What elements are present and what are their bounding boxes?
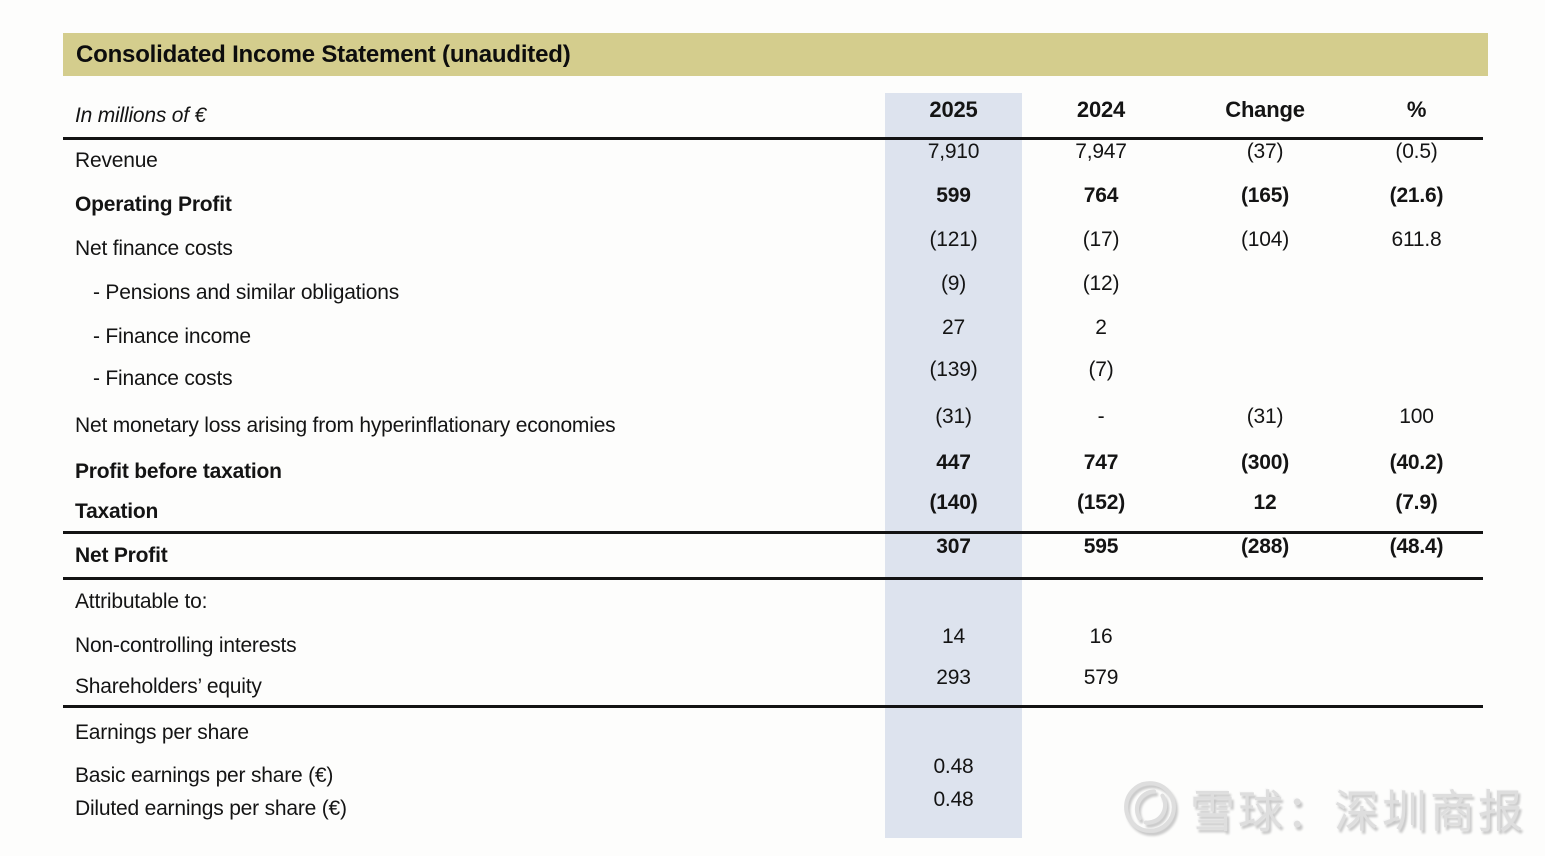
row-label-non-controlling-interests: Non-controlling interests: [75, 633, 297, 657]
cell-operating-profit-2025: 599: [936, 184, 971, 207]
row-label-profit-before-taxation: Profit before taxation: [75, 459, 282, 483]
cell-revenue-2024: 7,947: [1075, 140, 1127, 163]
cell-net-finance-costs-pct: 611.8: [1391, 228, 1442, 251]
column-header-2024: 2024: [1076, 97, 1126, 122]
cell-revenue-change: (37): [1246, 140, 1284, 163]
row-label-net-monetary-loss: Net monetary loss arising from hyperinfl…: [75, 414, 616, 437]
watermark: 雪球：深圳商报: [1122, 774, 1526, 840]
cell-net-finance-costs-change: (104): [1240, 228, 1290, 251]
cell-non-controlling-pct: [1350, 615, 1483, 658]
cell-taxation-2025: (140): [929, 490, 978, 514]
cell-operating-profit-2024: 764: [1083, 184, 1119, 207]
header-rule: [63, 137, 1483, 140]
cell-net-finance-costs-2025: (121): [929, 228, 978, 251]
row-label-taxation: Taxation: [75, 499, 159, 523]
watermark-text: 雪球：深圳商报: [1190, 785, 1527, 837]
cell-profit-before-taxation-2024: 747: [1083, 450, 1119, 474]
cell-taxation-2024: (152): [1076, 490, 1126, 514]
cell-taxation-change: 12: [1253, 490, 1277, 514]
cell-revenue-2025: 7,910: [927, 140, 980, 163]
cell-net-profit-change: (288): [1240, 535, 1290, 558]
cell-net-profit-pct: (48.4): [1389, 535, 1444, 558]
column-highlight-2025: [885, 93, 1022, 838]
cell-profit-before-taxation-2025: 447: [936, 450, 971, 474]
cell-net-monetary-loss-2024: -: [1097, 405, 1105, 428]
cell-net-profit-2024: 595: [1083, 535, 1119, 558]
cell-revenue-pct: (0.5): [1395, 140, 1438, 163]
cell-net-monetary-loss-change: (31): [1246, 405, 1284, 428]
cell-finance-income-2025: 27: [942, 316, 965, 339]
cell-non-controlling-2024: 16: [1089, 624, 1113, 648]
cell-finance-income-pct: [1350, 306, 1483, 350]
cell-net-monetary-loss-2025: (31): [935, 405, 972, 428]
cell-shareholders-equity-2024: 579: [1083, 666, 1119, 689]
cell-finance-costs-2024: (7): [1088, 358, 1114, 381]
title-bar: Consolidated Income Statement (unaudited…: [63, 33, 1488, 76]
cell-taxation-pct: (7.9): [1395, 490, 1438, 514]
cell-profit-before-taxation-pct: (40.2): [1389, 450, 1444, 474]
cell-profit-before-taxation-change: (300): [1240, 450, 1290, 474]
cell-pensions-2024: (12): [1082, 272, 1120, 295]
cell-net-finance-costs-2024: (17): [1082, 228, 1120, 251]
row-label-basic-eps: Basic earnings per share (€): [75, 763, 334, 787]
cell-operating-profit-change: (165): [1240, 184, 1290, 207]
cell-finance-income-change: [1180, 306, 1350, 350]
cell-finance-costs-pct: [1350, 350, 1483, 390]
xueqiu-logo-icon: [1124, 781, 1176, 833]
cell-non-controlling-change: [1180, 615, 1350, 658]
cell-shareholders-equity-change: [1180, 658, 1350, 698]
cell-operating-profit-pct: (21.6): [1389, 184, 1444, 207]
income-statement-table: In millions of € 2025 2024 Change % Reve…: [63, 93, 1483, 825]
page-title: Consolidated Income Statement (unaudited…: [76, 40, 571, 68]
cell-finance-costs-2025: (139): [929, 358, 978, 381]
cell-pensions-change: [1180, 262, 1350, 306]
cell-shareholders-equity-pct: [1350, 658, 1483, 698]
cell-pensions-2025: (9): [940, 272, 967, 295]
row-label-pensions: - Pensions and similar obligations: [93, 281, 400, 304]
cell-finance-income-2024: 2: [1095, 316, 1107, 339]
row-label-revenue: Revenue: [75, 149, 158, 172]
cell-non-controlling-2025: 14: [942, 624, 965, 648]
row-label-finance-costs: - Finance costs: [93, 367, 233, 390]
row-label-shareholders-equity: Shareholders’ equity: [75, 675, 262, 698]
row-label-finance-income: - Finance income: [93, 325, 251, 348]
row-label-operating-profit: Operating Profit: [75, 193, 232, 216]
row-label-attributable-to: Attributable to:: [75, 589, 208, 613]
unit-label: In millions of €: [75, 104, 207, 127]
row-label-diluted-eps: Diluted earnings per share (€): [75, 796, 347, 820]
cell-finance-costs-change: [1180, 350, 1350, 390]
cell-shareholders-equity-2025: 293: [936, 666, 971, 689]
net-profit-top-rule: [63, 531, 1483, 534]
column-header-2025: 2025: [929, 97, 978, 122]
cell-net-monetary-loss-pct: 100: [1399, 405, 1434, 428]
cell-basic-eps-2025: 0.48: [933, 754, 974, 778]
net-profit-bottom-rule: [63, 577, 1483, 580]
row-label-earnings-per-share: Earnings per share: [75, 721, 249, 744]
cell-net-profit-2025: 307: [936, 535, 971, 558]
row-label-net-profit: Net Profit: [75, 544, 168, 567]
cell-diluted-eps-2025: 0.48: [933, 787, 974, 811]
row-label-net-finance-costs: Net finance costs: [75, 237, 233, 260]
cell-pensions-pct: [1350, 262, 1483, 306]
column-header-pct: %: [1406, 97, 1427, 122]
column-header-change: Change: [1225, 97, 1305, 122]
eps-section-rule: [63, 705, 1483, 708]
